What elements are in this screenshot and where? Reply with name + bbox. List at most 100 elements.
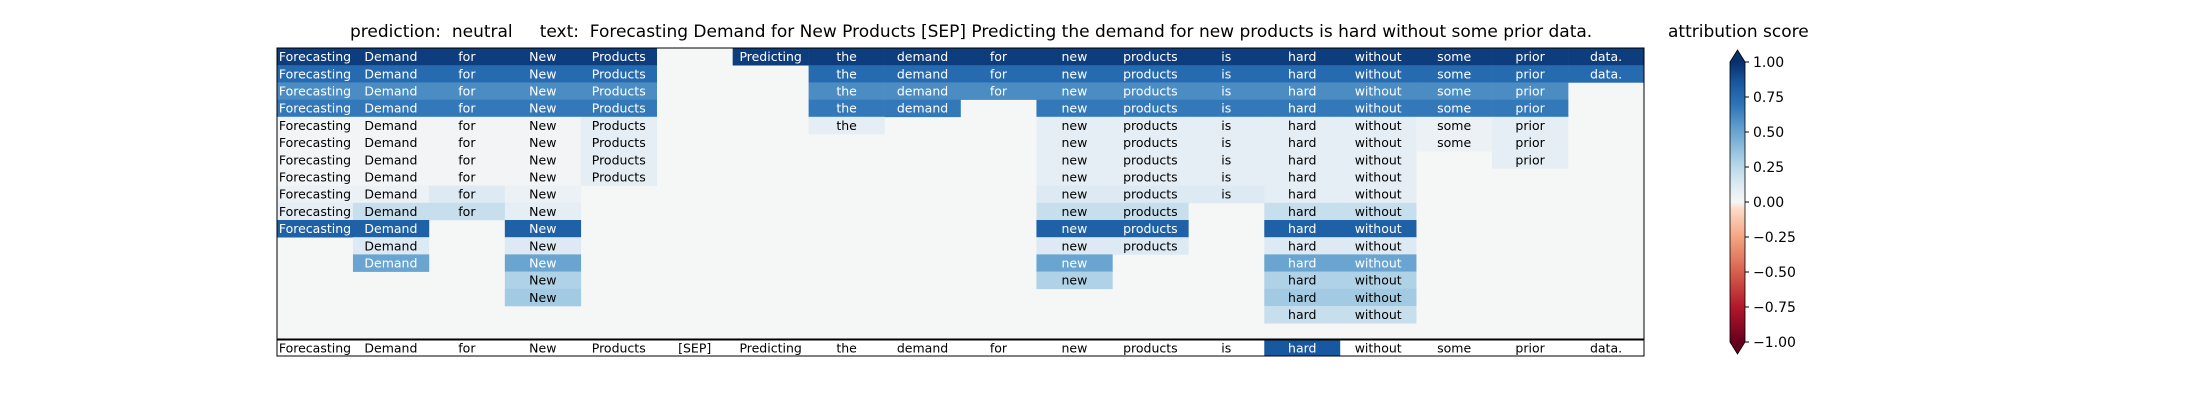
cell-token-label: new (1061, 238, 1087, 253)
colorbar-extend-bottom (1730, 342, 1745, 354)
heatmap-cell (504, 116, 582, 135)
cell-token-label: hard (1288, 256, 1316, 271)
heatmap-cell (1036, 271, 1113, 290)
heatmap-cell (1416, 99, 1493, 118)
cell-token-label: new (1061, 221, 1087, 236)
cell-token-label: Demand (364, 238, 417, 253)
cell-token-label: products (1123, 84, 1178, 99)
heatmap-cell (1264, 151, 1341, 169)
bottom-token-label: Products (592, 341, 646, 356)
colorbar-tick-label: −0.75 (1753, 300, 1796, 316)
cell-token-label: Demand (364, 118, 417, 133)
heatmap-cell (1492, 99, 1569, 118)
cell-token-label: without (1355, 238, 1402, 253)
heatmap-cell (1416, 65, 1493, 83)
heatmap-cell (1112, 220, 1189, 238)
heatmap-cell (808, 99, 885, 118)
heatmap-cell (1036, 116, 1113, 135)
heatmap-cell (1188, 134, 1265, 152)
cell-token-label: New (529, 49, 556, 64)
bottom-token-label: without (1355, 341, 1402, 356)
heatmap-cell (1112, 202, 1189, 221)
heatmap-cell (1340, 237, 1417, 255)
prediction-value: neutral (451, 22, 513, 42)
cell-token-label: Demand (364, 221, 417, 236)
cell-token-label: hard (1288, 152, 1316, 167)
heatmap-cell (1264, 220, 1341, 238)
heatmap-cell (1340, 65, 1417, 83)
heatmap-cell (504, 99, 582, 118)
heatmap-cell (428, 116, 506, 135)
cell-token-label: is (1221, 49, 1231, 64)
heatmap-cell (352, 65, 430, 83)
heatmap-cell (277, 134, 354, 152)
cell-token-label: Demand (364, 170, 417, 185)
cell-token-label: New (529, 101, 556, 116)
cell-token-label: products (1123, 221, 1178, 236)
heatmap-cell (352, 168, 430, 186)
heatmap-cell (1264, 237, 1341, 255)
cell-token-label: data. (1590, 66, 1622, 81)
heatmap-cell (1036, 65, 1113, 83)
heatmap-cell (1036, 48, 1113, 66)
heatmap-cell (504, 202, 582, 221)
heatmap-cell (580, 151, 658, 169)
heatmap-cell (1492, 48, 1569, 66)
heatmap-cell (428, 151, 506, 169)
heatmap-cell (1036, 254, 1113, 272)
heatmap-cell (277, 82, 354, 100)
heatmap-cell (428, 48, 506, 66)
cell-token-label: Demand (364, 135, 417, 150)
heatmap-cell (1340, 254, 1417, 272)
bottom-token-label: new (1061, 341, 1087, 356)
cell-token-label: hard (1288, 238, 1316, 253)
cell-token-label: is (1221, 170, 1231, 185)
cell-token-label: Demand (364, 256, 417, 271)
cell-token-label: Forecasting (279, 187, 351, 202)
heatmap-cell (277, 185, 354, 204)
heatmap-cell (580, 65, 658, 83)
colorbar-tick-label: 0.25 (1753, 160, 1784, 176)
heatmap-cell (1416, 116, 1493, 135)
cell-token-label: is (1221, 101, 1231, 116)
cell-token-label: new (1061, 135, 1087, 150)
cell-token-label: New (529, 84, 556, 99)
cell-token-label: products (1123, 204, 1178, 219)
heatmap-cell (1340, 185, 1417, 204)
cell-token-label: is (1221, 66, 1231, 81)
cell-token-label: for (458, 152, 476, 167)
cell-token-label: some (1437, 101, 1471, 116)
heatmap-cell (504, 151, 582, 169)
cell-token-label: the (836, 66, 857, 81)
text-value: Forecasting Demand for New Products [SEP… (589, 22, 1593, 42)
heatmap-cell (352, 185, 430, 204)
cell-token-label: for (990, 49, 1008, 64)
cell-token-label: for (458, 101, 476, 116)
heatmap-cell (1340, 168, 1417, 186)
cell-token-label: hard (1288, 118, 1316, 133)
cell-token-label: hard (1288, 307, 1316, 322)
cell-token-label: without (1355, 273, 1402, 288)
heatmap-cell (1188, 48, 1265, 66)
cell-token-label: hard (1288, 187, 1316, 202)
heatmap-cell (504, 48, 582, 66)
cell-token-label: Forecasting (279, 118, 351, 133)
heatmap-cell (580, 168, 658, 186)
heatmap-cell (428, 99, 506, 118)
cell-token-label: Products (592, 118, 646, 133)
heatmap-cell (1492, 116, 1569, 135)
heatmap-cell (960, 65, 1037, 83)
heatmap-cell (1416, 48, 1493, 66)
heatmap-cell (277, 168, 354, 186)
cell-token-label: New (529, 273, 556, 288)
heatmap-cell (1188, 151, 1265, 169)
cell-token-label: products (1123, 152, 1178, 167)
heatmap-cell (580, 99, 658, 118)
bottom-token-label: is (1221, 341, 1231, 356)
cell-token-label: products (1123, 135, 1178, 150)
heatmap-cell (1264, 185, 1341, 204)
cell-token-label: hard (1288, 135, 1316, 150)
heatmap-cell (884, 99, 961, 118)
cell-token-label: without (1355, 152, 1402, 167)
